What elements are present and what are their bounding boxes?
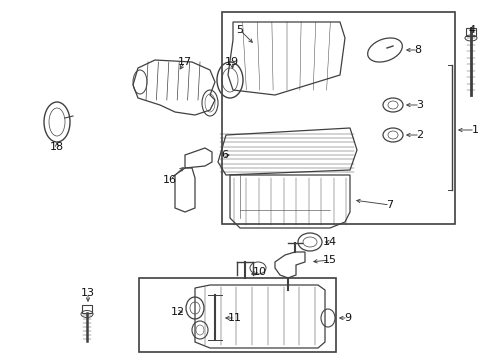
Text: 17: 17 — [178, 57, 192, 67]
Text: 5: 5 — [236, 25, 243, 35]
Text: 13: 13 — [81, 288, 95, 298]
Text: 7: 7 — [386, 200, 393, 210]
Text: 6: 6 — [221, 150, 228, 160]
Bar — [82, 305, 92, 313]
Text: 16: 16 — [163, 175, 177, 185]
Text: 2: 2 — [416, 130, 423, 140]
Text: 9: 9 — [344, 313, 351, 323]
Text: 19: 19 — [224, 57, 239, 67]
Bar — [222, 12, 454, 224]
Text: 8: 8 — [414, 45, 421, 55]
Text: 15: 15 — [323, 255, 336, 265]
Text: 14: 14 — [322, 237, 336, 247]
Text: 12: 12 — [171, 307, 184, 317]
Bar — [465, 28, 475, 36]
Text: 10: 10 — [252, 267, 266, 277]
Bar — [139, 278, 335, 352]
Text: 1: 1 — [470, 125, 478, 135]
Text: 11: 11 — [227, 313, 242, 323]
Text: 3: 3 — [416, 100, 423, 110]
Text: 4: 4 — [468, 25, 475, 35]
Text: 18: 18 — [50, 142, 64, 152]
